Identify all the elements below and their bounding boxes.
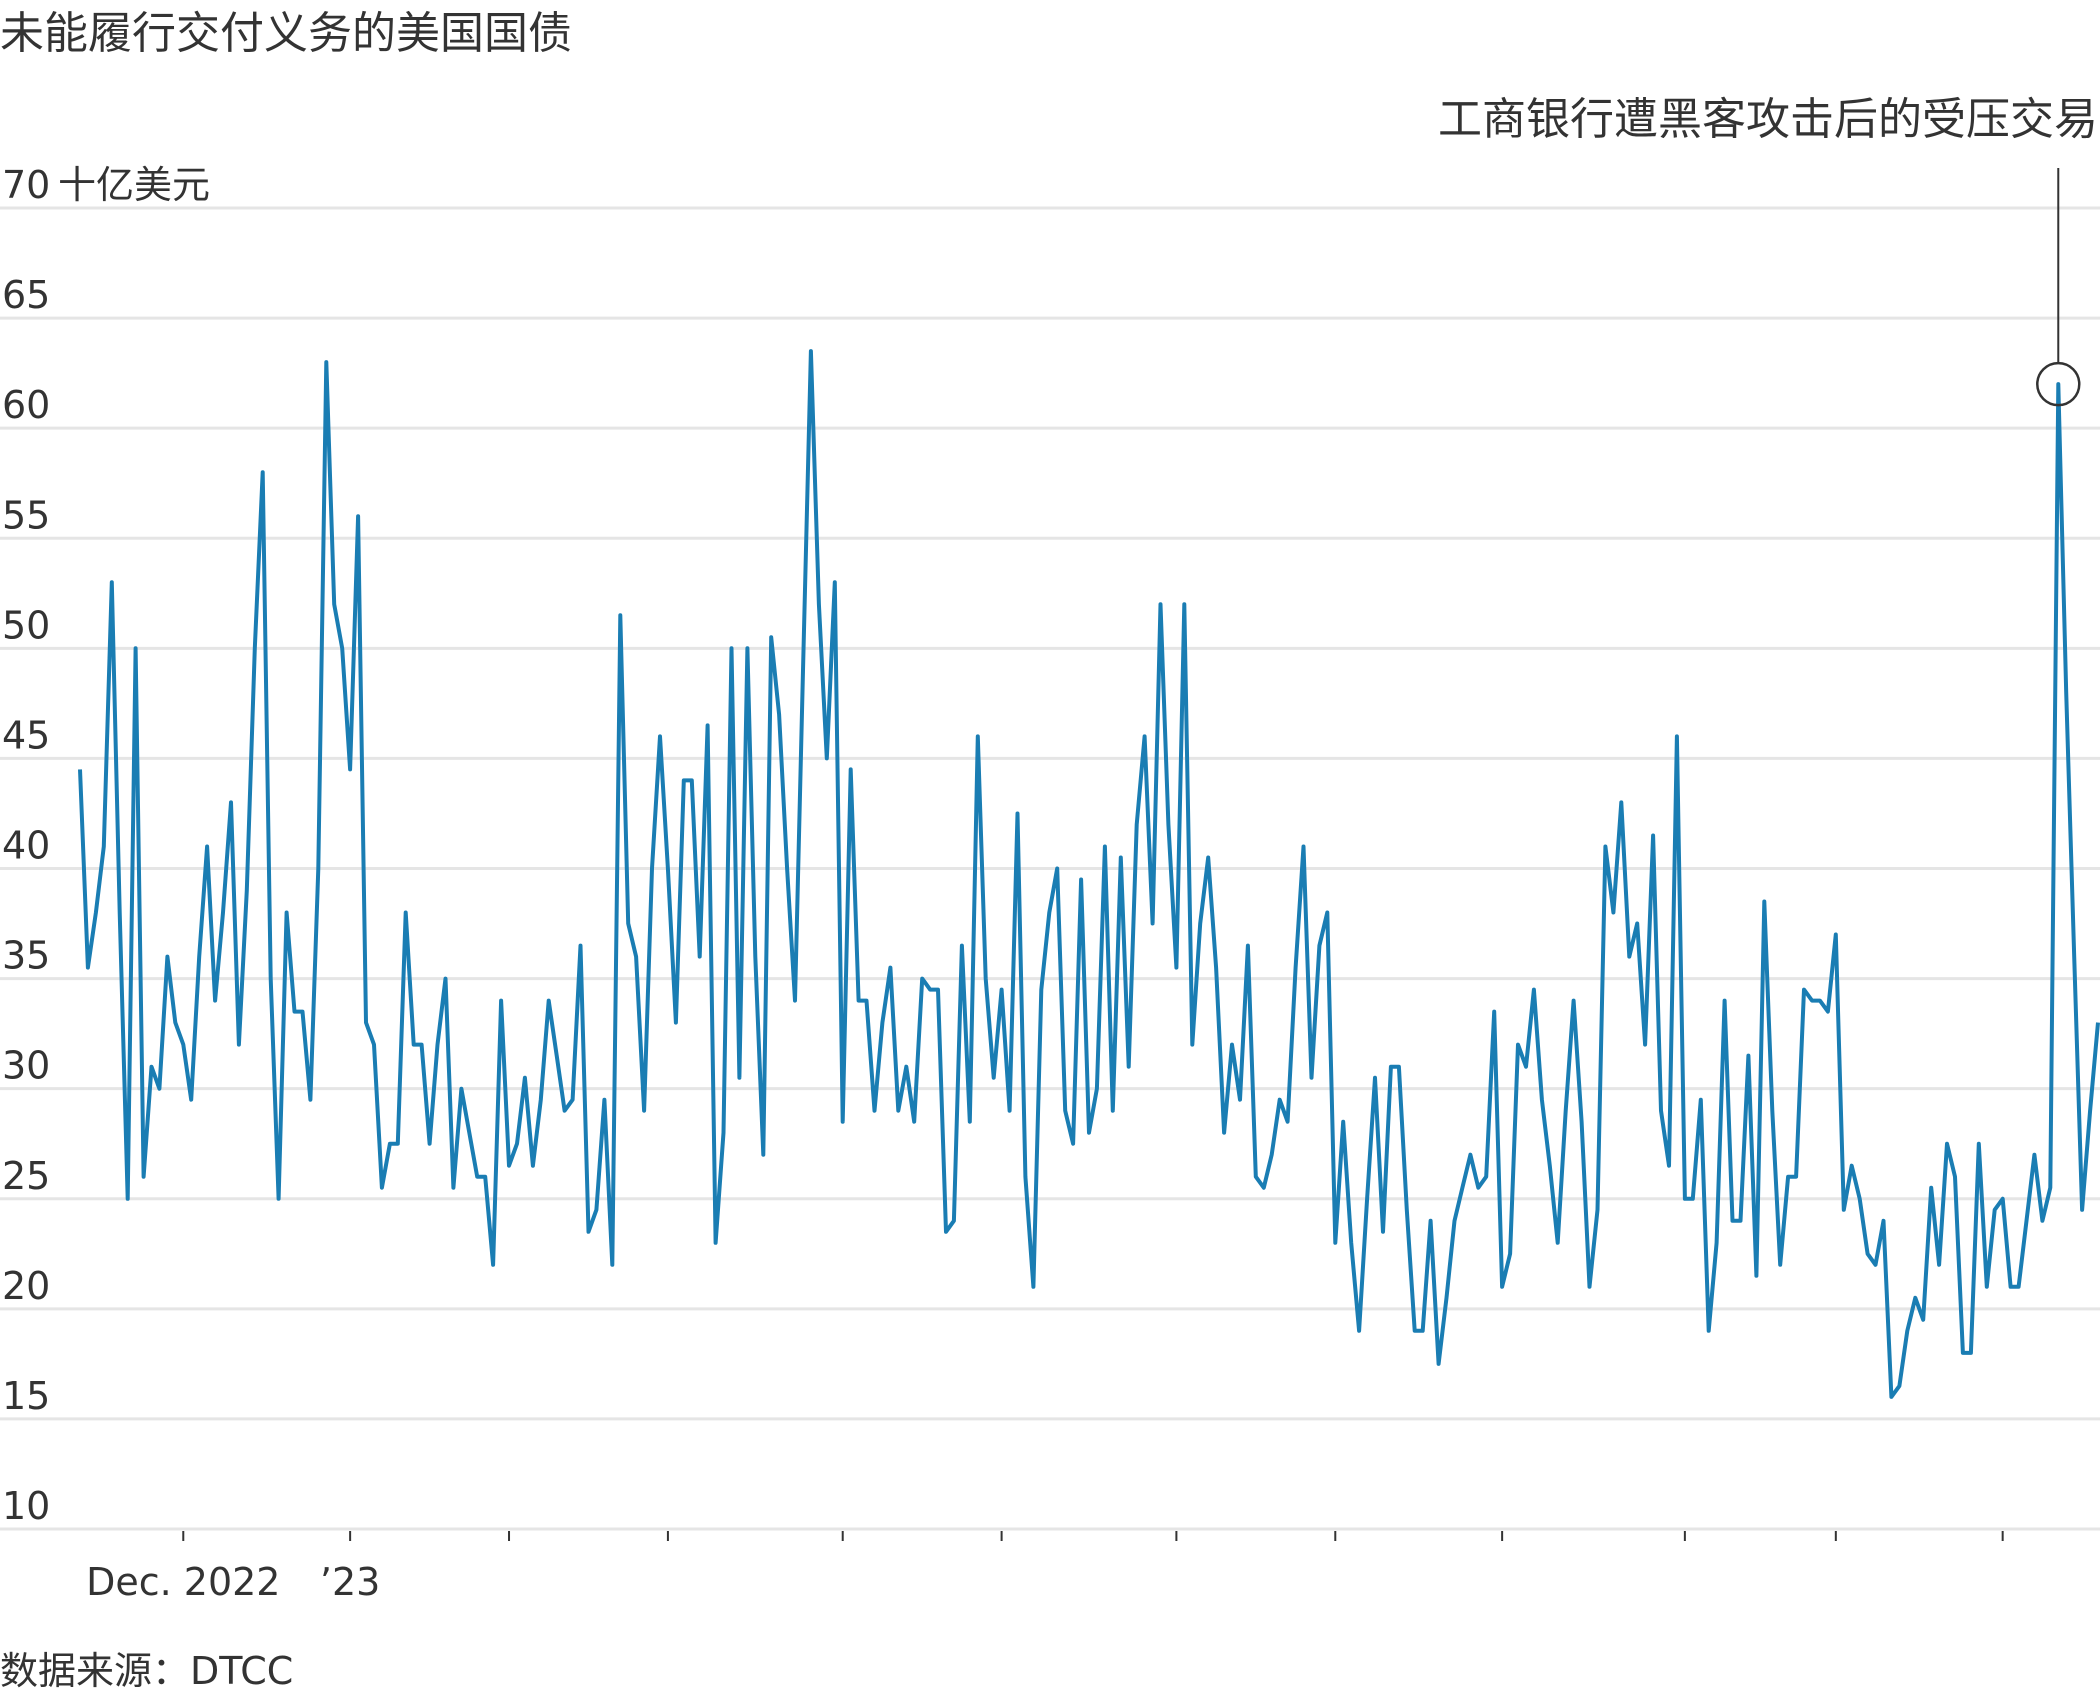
y-tick-label: 20 [2, 1264, 50, 1308]
y-tick-label: 10 [2, 1484, 50, 1528]
x-tick-label: ’23 [320, 1560, 380, 1604]
y-tick-label: 60 [2, 383, 50, 427]
y-tick-label: 50 [2, 603, 50, 647]
annotation-marker [2036, 361, 2081, 407]
y-tick-label: 55 [2, 493, 50, 537]
x-tick-label: Dec. 2022 [86, 1560, 280, 1604]
annotation-text: 工商银行遭黑客攻击后的受压交易 [1438, 94, 2098, 145]
source: 数据来源：DTCC [0, 1649, 293, 1693]
y-tick-label: 70 [2, 163, 50, 207]
y-tick-label: 45 [2, 713, 50, 757]
y-tick-label: 30 [2, 1044, 50, 1088]
y-tick-label: 15 [2, 1374, 50, 1418]
y-tick-label: 65 [2, 273, 50, 317]
y-tick-label: 40 [2, 824, 50, 868]
chart-title: 未能履行交付义务的美国国债 [0, 8, 572, 59]
y-unit: 十亿美元 [58, 163, 210, 207]
y-tick-label: 35 [2, 934, 50, 978]
y-tick-label: 25 [2, 1154, 50, 1198]
series-line [78, 349, 2100, 1399]
